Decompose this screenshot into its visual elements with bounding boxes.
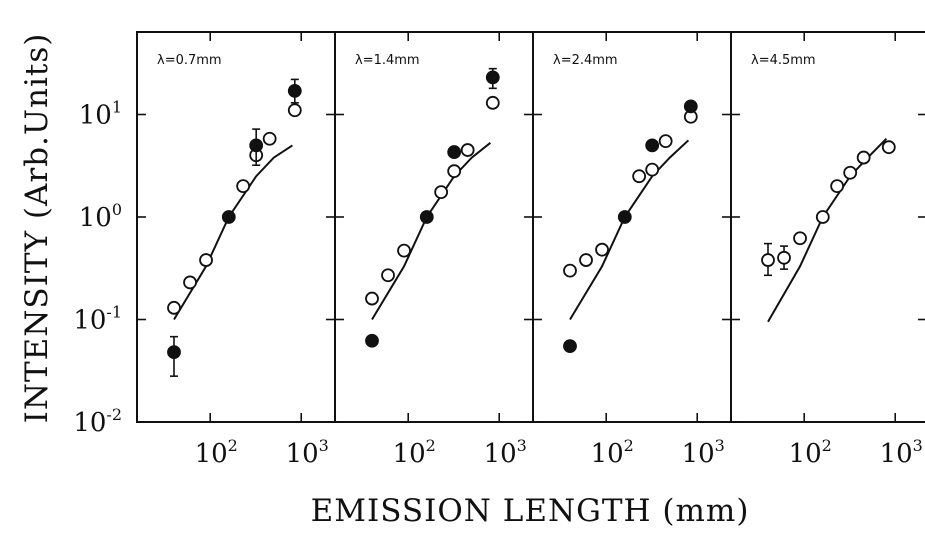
panel-1: λ=0.7mm: [136, 31, 336, 423]
filled-data-point: [563, 339, 577, 354]
open-data-point: [167, 300, 181, 315]
y-tick-label: 10-2: [73, 405, 122, 438]
filled-data-point: [221, 210, 236, 224]
x-tick-label: 103: [880, 436, 923, 469]
open-data-point: [183, 275, 197, 290]
open-data-point: [563, 263, 577, 278]
filled-data-point: [683, 99, 698, 114]
filled-data-point: [645, 138, 660, 153]
panel-3: λ=2.4mm: [532, 31, 732, 423]
panel-frame: [532, 31, 732, 423]
x-tick-label: 102: [393, 436, 436, 469]
open-data-point: [815, 210, 830, 224]
filled-data-point: [287, 83, 302, 98]
filled-data-point: [365, 333, 379, 348]
panel-wavelength-label: λ=4.5mm: [751, 53, 816, 68]
x-tick-label: 103: [484, 436, 527, 469]
panels-layer: λ=0.7mm λ=1.4mm λ=2.4mm λ=4.5mm: [136, 31, 925, 423]
panel-frame: [730, 31, 925, 423]
open-data-point: [579, 253, 593, 267]
panel-wavelength-label: λ=1.4mm: [355, 53, 420, 68]
y-axis-title: INTENSITY (Arb.Units): [19, 33, 55, 424]
x-axis: 102 103 102 103 102 103 102 103: [195, 436, 923, 469]
x-tick-label: 102: [591, 436, 634, 469]
model-curve: [767, 137, 888, 323]
model-curve: [569, 139, 690, 321]
open-data-point: [645, 162, 660, 177]
x-tick-label: 103: [682, 436, 725, 469]
open-data-point: [777, 250, 791, 265]
filled-data-point: [419, 210, 434, 224]
open-data-point: [843, 165, 858, 180]
open-data-point: [856, 150, 871, 165]
open-data-point: [287, 103, 302, 118]
open-data-point: [485, 95, 500, 110]
open-data-point: [793, 231, 807, 246]
filled-data-point: [249, 138, 264, 153]
y-tick-label: 10-1: [73, 303, 122, 336]
x-axis-title: EMISSION LENGTH (mm): [311, 493, 750, 529]
model-curve: [173, 144, 293, 321]
open-data-point: [632, 169, 647, 184]
open-data-point: [262, 131, 277, 146]
open-data-point: [595, 242, 609, 257]
open-data-point: [365, 291, 379, 306]
panel-4: λ=4.5mm: [730, 31, 925, 423]
open-data-point: [397, 243, 411, 258]
y-axis: 10-2 10-1 100 101: [73, 98, 122, 439]
x-tick-label: 102: [195, 436, 238, 469]
filled-data-point: [617, 210, 632, 224]
open-data-point: [434, 185, 449, 199]
x-tick-label: 103: [286, 436, 329, 469]
open-data-point: [236, 179, 251, 194]
filled-data-point: [485, 70, 500, 85]
open-data-point: [830, 179, 845, 194]
open-data-point: [460, 143, 475, 157]
model-curve: [371, 142, 492, 321]
panel-wavelength-label: λ=0.7mm: [157, 53, 222, 68]
panel-wavelength-label: λ=2.4mm: [553, 53, 618, 68]
open-data-point: [881, 140, 896, 155]
panel-frame: [334, 31, 534, 423]
y-tick-label: 101: [79, 98, 122, 131]
open-data-point: [761, 253, 775, 267]
open-data-point: [381, 268, 395, 283]
filled-data-point: [167, 345, 181, 360]
x-tick-label: 102: [789, 436, 832, 469]
open-data-point: [658, 134, 673, 149]
open-data-point: [447, 164, 462, 179]
panel-2: λ=1.4mm: [334, 31, 534, 423]
panel-frame: [136, 31, 336, 423]
open-data-point: [199, 253, 213, 267]
filled-data-point: [447, 145, 462, 159]
y-tick-label: 100: [79, 200, 122, 233]
